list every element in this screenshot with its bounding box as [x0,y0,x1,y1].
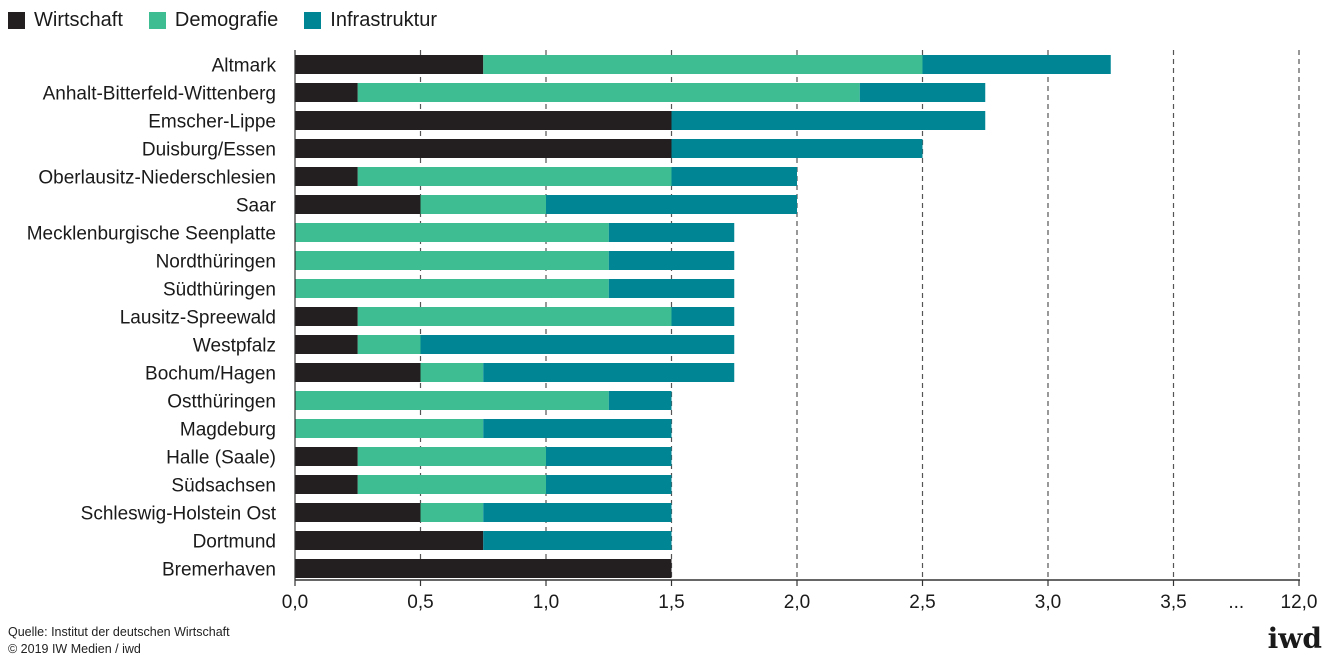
category-label-5: Saar [236,196,277,217]
bar-wirtschaft-10 [295,335,358,354]
bar-wirtschaft-18 [295,559,672,578]
bar-demografie-9 [357,307,672,326]
category-label-13: Magdeburg [180,420,276,441]
bar-infrastruktur-3 [671,139,923,158]
bar-infrastruktur-14 [546,447,672,466]
bar-wirtschaft-11 [295,363,421,382]
bar-wirtschaft-15 [295,475,358,494]
legend: Wirtschaft Demografie Infrastruktur [8,6,463,34]
bar-wirtschaft-0 [295,55,484,74]
category-label-15: Südsachsen [171,476,276,497]
bar-demografie-7 [295,251,609,270]
bar-demografie-12 [295,391,609,410]
x-tick-label-8: ... [1228,592,1244,613]
bar-demografie-6 [295,223,609,242]
category-label-12: Ostthüringen [167,392,276,413]
bar-infrastruktur-1 [859,83,986,102]
bar-infrastruktur-12 [608,391,672,410]
x-tick-label-4: 2,0 [784,592,810,613]
bar-demografie-1 [357,83,860,102]
bar-infrastruktur-13 [483,419,672,438]
x-tick-label-5: 2,5 [909,592,935,613]
bar-infrastruktur-4 [671,167,797,186]
x-tick-label-7: 3,5 [1160,592,1186,613]
bar-infrastruktur-17 [483,531,672,550]
x-tick-label-2: 1,0 [533,592,559,613]
bar-infrastruktur-2 [671,111,986,130]
bar-infrastruktur-15 [546,475,672,494]
bar-demografie-4 [357,167,672,186]
legend-item-infrastruktur: Infrastruktur [304,9,437,32]
bar-infrastruktur-8 [608,279,735,298]
category-label-17: Dortmund [193,532,276,553]
legend-swatch-infrastruktur [304,11,322,29]
bar-wirtschaft-9 [295,307,358,326]
bar-demografie-0 [483,55,923,74]
bar-infrastruktur-11 [483,363,735,382]
iwd-logo: iwd [1267,622,1322,655]
bar-demografie-16 [420,503,484,522]
bar-wirtschaft-5 [295,195,421,214]
bar-demografie-11 [420,363,484,382]
category-label-6: Mecklenburgische Seenplatte [27,224,276,245]
bar-wirtschaft-1 [295,83,358,102]
category-label-7: Nordthüringen [156,252,276,273]
bar-demografie-5 [420,195,546,214]
bar-infrastruktur-9 [671,307,735,326]
x-tick-label-6: 3,0 [1035,592,1061,613]
bar-infrastruktur-6 [608,223,735,242]
copyright-line: © 2019 IW Medien / iwd [8,642,141,656]
x-tick-label-3: 1,5 [658,592,684,613]
bar-infrastruktur-10 [420,335,735,354]
category-label-16: Schleswig-Holstein Ost [81,504,277,525]
legend-label-demografie: Demografie [174,8,279,31]
category-label-1: Anhalt-Bitterfeld-Wittenberg [43,84,276,105]
bar-demografie-15 [357,475,546,494]
bar-demografie-10 [357,335,421,354]
bar-demografie-8 [295,279,609,298]
legend-label-infrastruktur: Infrastruktur [330,8,437,31]
category-label-18: Bremerhaven [162,560,276,581]
legend-label-wirtschaft: Wirtschaft [34,8,123,31]
bar-infrastruktur-7 [608,251,735,270]
category-label-4: Oberlausitz-Niederschlesien [38,168,276,189]
category-label-8: Südthüringen [163,280,276,301]
bar-wirtschaft-2 [295,111,672,130]
bar-wirtschaft-17 [295,531,484,550]
x-tick-label-9: 12,0 [1281,592,1318,613]
category-label-2: Emscher-Lippe [148,112,276,133]
bar-wirtschaft-3 [295,139,672,158]
legend-swatch-demografie [148,11,166,29]
bar-infrastruktur-0 [922,55,1111,74]
bar-infrastruktur-16 [483,503,672,522]
category-label-10: Westpfalz [193,336,276,357]
bar-wirtschaft-16 [295,503,421,522]
category-label-14: Halle (Saale) [166,448,276,469]
bar-demografie-14 [357,447,546,466]
bar-wirtschaft-14 [295,447,358,466]
x-tick-label-1: 0,5 [407,592,433,613]
category-label-3: Duisburg/Essen [142,140,276,161]
legend-item-demografie: Demografie [148,8,279,32]
category-label-11: Bochum/Hagen [145,364,276,385]
category-label-9: Lausitz-Spreewald [120,308,276,329]
legend-swatch-wirtschaft [8,11,25,29]
x-tick-label-0: 0,0 [282,592,308,613]
bar-infrastruktur-5 [546,195,797,214]
bar-demografie-13 [295,419,484,438]
legend-item-wirtschaft: Wirtschaft [8,9,123,32]
bar-wirtschaft-4 [295,167,358,186]
source-line: Quelle: Institut der deutschen Wirtschaf… [8,625,230,639]
source-note: Quelle: Institut der deutschen Wirtschaf… [8,624,230,658]
category-label-0: Altmark [212,56,277,77]
